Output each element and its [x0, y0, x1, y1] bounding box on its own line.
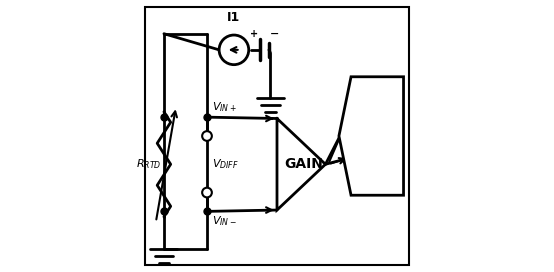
Text: ADC: ADC — [358, 145, 390, 159]
Text: $R_{RTD}$: $R_{RTD}$ — [136, 157, 162, 171]
Text: I1: I1 — [227, 11, 240, 24]
Text: $V_{DIFF}$: $V_{DIFF}$ — [212, 157, 239, 171]
Text: +: + — [250, 29, 258, 39]
Polygon shape — [339, 77, 403, 195]
Circle shape — [202, 188, 212, 197]
Text: $V_{IN+}$: $V_{IN+}$ — [212, 101, 237, 115]
Circle shape — [202, 131, 212, 141]
Circle shape — [219, 35, 249, 65]
Text: −: − — [270, 29, 280, 39]
Text: $V_{IN-}$: $V_{IN-}$ — [212, 214, 237, 228]
Text: ΔΣ: ΔΣ — [364, 113, 384, 127]
FancyBboxPatch shape — [145, 7, 409, 265]
Text: GAIN: GAIN — [284, 157, 323, 171]
